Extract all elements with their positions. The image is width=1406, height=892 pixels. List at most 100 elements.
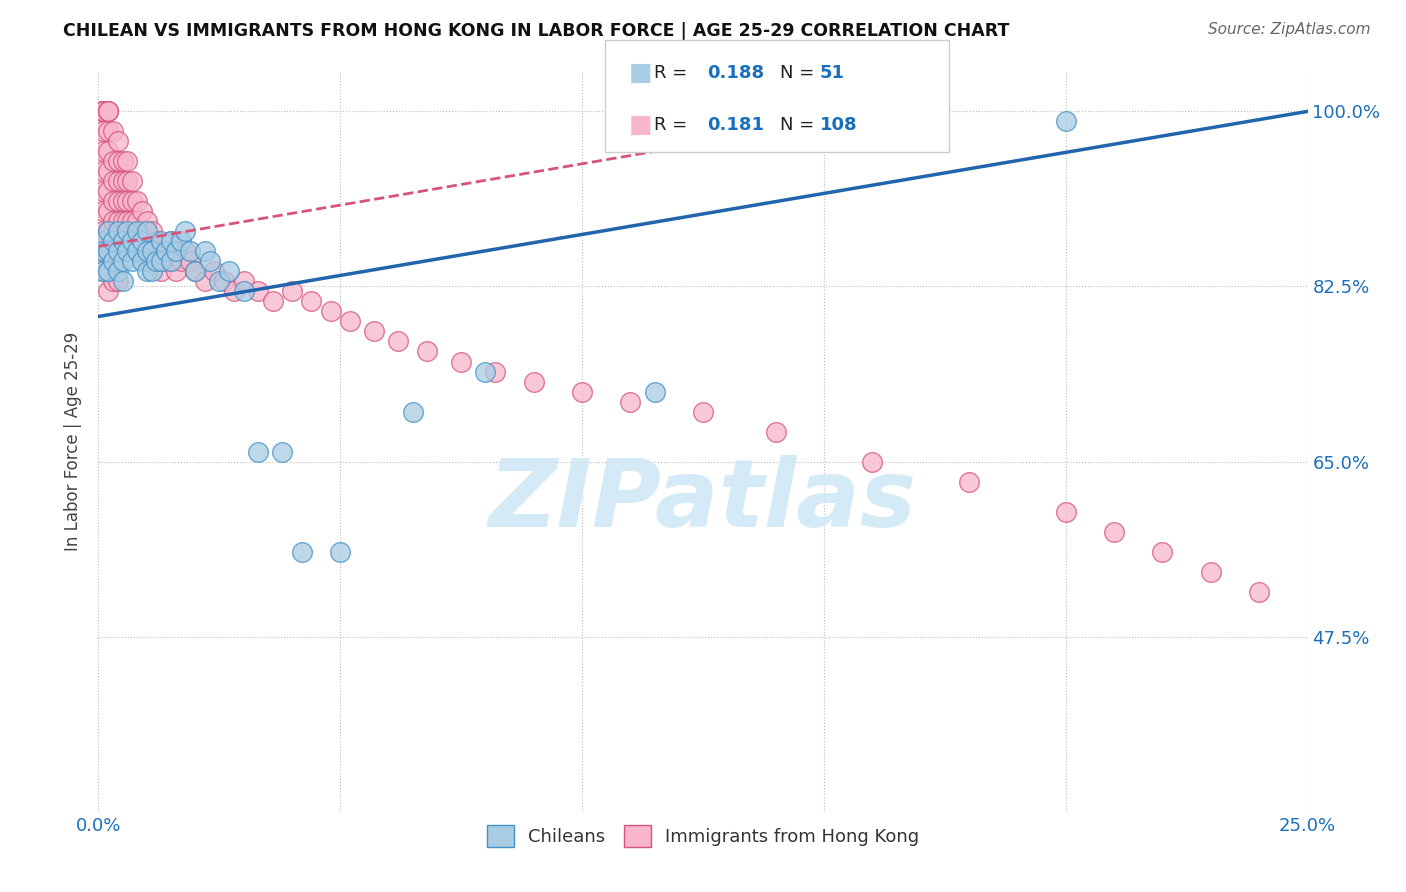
Point [101, 254, 124, 268]
Point [107, 244, 129, 259]
Point [299, 294, 322, 309]
Point [131, 254, 153, 268]
Point [91, 104, 114, 119]
Point [97, 104, 120, 119]
Text: N =: N = [780, 64, 820, 82]
Point [169, 254, 191, 268]
Point [165, 244, 187, 259]
Point [131, 244, 153, 259]
Point [97, 104, 120, 119]
Point [145, 254, 167, 268]
Point [97, 264, 120, 278]
Point [571, 384, 593, 399]
Point [160, 254, 183, 268]
Text: 51: 51 [820, 64, 845, 82]
Point [402, 404, 425, 418]
Point [141, 244, 163, 259]
Point [101, 174, 124, 188]
Point [121, 214, 143, 228]
Point [165, 264, 187, 278]
Point [107, 194, 129, 209]
Point [101, 235, 124, 249]
Point [101, 235, 124, 249]
Point [111, 254, 134, 268]
Point [1054, 505, 1077, 519]
Point [127, 194, 149, 209]
Point [290, 544, 312, 558]
Point [121, 194, 143, 209]
Point [127, 214, 149, 228]
Point [184, 264, 207, 278]
Point [141, 264, 163, 278]
Point [271, 444, 294, 458]
Point [101, 214, 124, 228]
Point [101, 124, 124, 138]
Point [111, 154, 134, 169]
Point [91, 164, 114, 178]
Point [150, 235, 173, 249]
Point [101, 194, 124, 209]
Point [91, 104, 114, 119]
Point [97, 164, 120, 178]
Point [150, 254, 173, 268]
Point [91, 145, 114, 159]
Point [121, 235, 143, 249]
Point [111, 235, 134, 249]
Point [111, 194, 134, 209]
Point [1199, 565, 1222, 579]
Text: ■: ■ [628, 112, 652, 136]
Point [160, 235, 183, 249]
Point [145, 254, 167, 268]
Point [91, 124, 114, 138]
Point [117, 244, 139, 259]
Point [212, 275, 235, 289]
Point [619, 394, 641, 409]
Point [111, 214, 134, 228]
Point [117, 194, 139, 209]
Point [107, 154, 129, 169]
Y-axis label: In Labor Force | Age 25-29: In Labor Force | Age 25-29 [65, 332, 83, 551]
Point [107, 174, 129, 188]
Point [644, 384, 666, 399]
Point [135, 264, 157, 278]
Point [97, 185, 120, 199]
Point [232, 285, 254, 299]
Point [329, 544, 352, 558]
Point [484, 364, 506, 378]
Point [1152, 544, 1174, 558]
Point [150, 244, 173, 259]
Point [107, 264, 129, 278]
Point [218, 264, 240, 278]
Text: ZIPatlas: ZIPatlas [489, 455, 917, 547]
Point [222, 285, 245, 299]
Point [121, 254, 143, 268]
Point [141, 224, 163, 238]
Point [91, 104, 114, 119]
Point [91, 235, 114, 249]
Point [101, 275, 124, 289]
Point [174, 224, 197, 238]
Point [198, 254, 221, 268]
Point [145, 235, 167, 249]
Point [339, 314, 361, 328]
Text: 0.181: 0.181 [707, 116, 765, 134]
Point [232, 275, 254, 289]
Point [131, 235, 153, 249]
Point [111, 174, 134, 188]
Point [131, 224, 153, 238]
Point [91, 104, 114, 119]
Point [194, 275, 217, 289]
Point [97, 104, 120, 119]
Point [174, 244, 197, 259]
Point [117, 154, 139, 169]
Point [121, 235, 143, 249]
Text: 0.188: 0.188 [707, 64, 765, 82]
Point [247, 444, 270, 458]
Point [135, 224, 157, 238]
Point [860, 454, 883, 468]
Point [101, 254, 124, 268]
Point [117, 224, 139, 238]
Point [135, 244, 157, 259]
Point [474, 364, 496, 378]
Point [91, 244, 114, 259]
